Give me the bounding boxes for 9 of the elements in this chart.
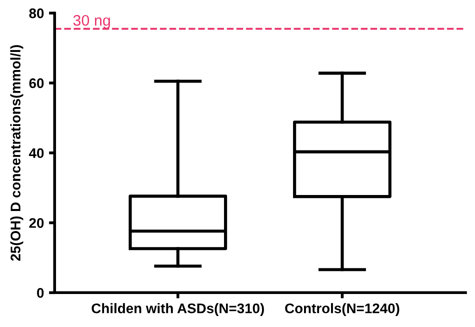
x-tick-label: Childen with ASDs(N=310) bbox=[92, 303, 264, 316]
y-tick-label: 80 bbox=[29, 8, 44, 18]
y-axis-title: 25(OH) D concentrations(mmol/l) bbox=[10, 45, 24, 261]
y-tick-label: 60 bbox=[29, 78, 44, 88]
x-tick-label: Controls(N=1240) bbox=[285, 303, 400, 316]
y-tick-label: 20 bbox=[29, 218, 44, 228]
y-tick-label: 40 bbox=[28, 148, 44, 158]
y-tick-label: 0 bbox=[37, 288, 44, 298]
ref-line-label: 30 ng bbox=[73, 14, 110, 29]
